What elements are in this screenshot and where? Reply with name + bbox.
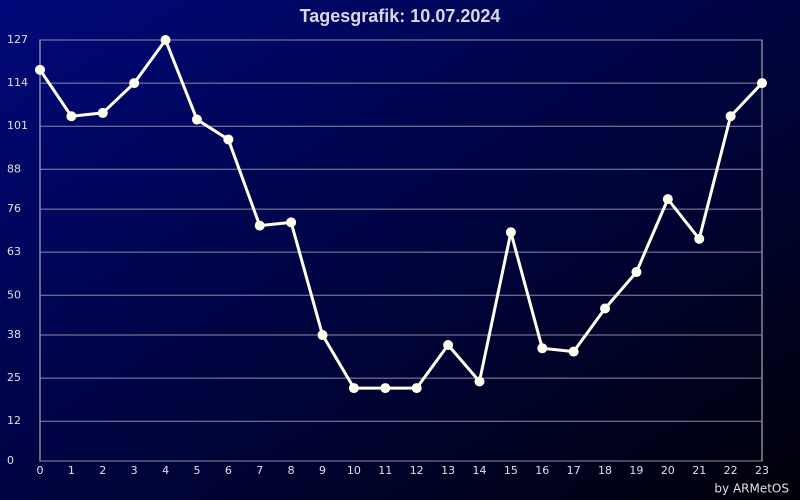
x-tick-label: 23 — [755, 464, 769, 477]
x-tick-label: 1 — [68, 464, 75, 477]
data-point — [223, 134, 234, 145]
x-tick-label: 4 — [162, 464, 169, 477]
x-tick-label: 6 — [225, 464, 232, 477]
y-tick-label: 63 — [7, 245, 21, 258]
x-tick-label: 8 — [288, 464, 295, 477]
data-point — [97, 107, 108, 118]
x-tick-label: 18 — [598, 464, 612, 477]
x-tick-label: 12 — [410, 464, 424, 477]
x-tick-label: 11 — [378, 464, 392, 477]
data-point — [505, 227, 516, 238]
y-tick-label: 12 — [7, 414, 21, 427]
x-tick-label: 3 — [131, 464, 138, 477]
data-point — [380, 383, 391, 394]
y-tick-label: 38 — [7, 328, 21, 341]
data-point — [191, 114, 202, 125]
data-point — [317, 330, 328, 341]
data-point — [568, 346, 579, 357]
y-tick-label: 88 — [7, 162, 21, 175]
data-point — [66, 111, 77, 122]
data-point — [254, 220, 265, 231]
data-point — [411, 383, 422, 394]
data-point — [694, 233, 705, 244]
footer: by ARMetOS — [714, 482, 789, 496]
data-point — [443, 339, 454, 350]
x-tick-label: 9 — [319, 464, 326, 477]
data-point — [662, 194, 673, 205]
x-tick-label: 2 — [99, 464, 106, 477]
x-tick-label: 7 — [256, 464, 263, 477]
data-point — [725, 111, 736, 122]
data-point — [600, 303, 611, 314]
y-tick-label: 25 — [7, 371, 21, 384]
data-point — [160, 35, 171, 45]
y-tick-label: 0 — [7, 454, 14, 467]
data-point — [537, 343, 548, 354]
data-point — [631, 267, 642, 278]
y-tick-label: 114 — [7, 76, 28, 89]
x-tick-label: 19 — [629, 464, 643, 477]
data-point — [474, 376, 485, 387]
x-tick-label: 10 — [347, 464, 361, 477]
x-tick-label: 14 — [472, 464, 486, 477]
data-point — [348, 383, 359, 394]
x-tick-label: 0 — [37, 464, 44, 477]
y-tick-label: 127 — [7, 33, 28, 46]
data-line — [38, 38, 764, 390]
data-point — [35, 64, 45, 75]
y-tick-label: 101 — [7, 119, 28, 132]
x-tick-label: 13 — [441, 464, 455, 477]
x-tick-label: 5 — [193, 464, 200, 477]
x-tick-label: 15 — [504, 464, 518, 477]
chart-title: Tagesgrafik: 10.07.2024 — [300, 6, 501, 26]
data-point — [757, 78, 767, 89]
data-point — [129, 78, 140, 89]
y-tick-label: 50 — [7, 288, 21, 301]
x-tick-label: 20 — [661, 464, 675, 477]
x-tick-label: 21 — [692, 464, 706, 477]
data-point — [286, 217, 297, 228]
x-tick-label: 22 — [724, 464, 738, 477]
x-tick-label: 17 — [567, 464, 581, 477]
y-tick-label: 76 — [7, 202, 21, 215]
x-tick-label: 16 — [535, 464, 549, 477]
